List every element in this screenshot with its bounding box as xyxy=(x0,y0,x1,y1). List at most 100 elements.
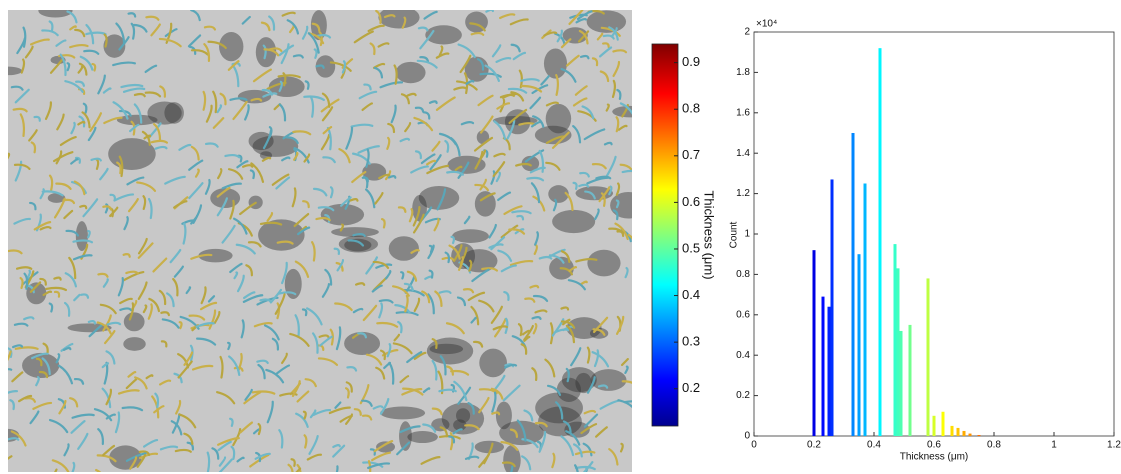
contour xyxy=(510,465,514,472)
dark-region xyxy=(395,61,426,84)
contour xyxy=(266,400,274,424)
contour xyxy=(195,322,215,328)
contour xyxy=(479,192,496,202)
contour xyxy=(229,97,248,101)
x-tick-label: 0.6 xyxy=(927,440,941,451)
contour xyxy=(591,57,599,67)
contour xyxy=(449,432,454,451)
contour xyxy=(534,421,548,428)
contour xyxy=(384,170,392,181)
contour xyxy=(553,328,570,334)
contour xyxy=(603,141,613,146)
contour xyxy=(48,302,54,313)
contour xyxy=(510,91,525,102)
contour xyxy=(433,218,440,232)
contour xyxy=(285,136,299,145)
contour xyxy=(69,43,89,49)
contour xyxy=(228,355,241,376)
contour xyxy=(52,151,74,163)
contour xyxy=(332,444,341,449)
contour xyxy=(349,197,359,202)
contour xyxy=(38,370,49,379)
contour xyxy=(53,290,61,298)
contour xyxy=(296,390,310,403)
contour xyxy=(512,51,527,61)
contour xyxy=(211,447,220,460)
contour xyxy=(261,88,273,96)
contour xyxy=(263,48,280,57)
contour xyxy=(219,92,227,106)
dark-region xyxy=(441,402,485,435)
dark-region xyxy=(147,101,182,125)
contour xyxy=(78,115,86,128)
dark-region xyxy=(587,249,621,277)
contour xyxy=(196,337,217,346)
plot-frame xyxy=(753,31,1115,437)
contour xyxy=(438,132,457,146)
dark-region xyxy=(344,331,381,356)
contour xyxy=(175,399,182,415)
contour xyxy=(565,324,576,344)
contour xyxy=(297,226,311,236)
contour xyxy=(438,290,452,294)
contour xyxy=(509,428,519,438)
contour xyxy=(328,406,351,415)
contour xyxy=(8,350,12,362)
y-tick-label: 2 xyxy=(744,27,750,38)
contour xyxy=(627,233,632,240)
contour xyxy=(377,42,390,48)
contour xyxy=(445,322,465,335)
contour xyxy=(582,461,594,472)
contour xyxy=(39,277,47,286)
contour xyxy=(538,149,545,173)
contour xyxy=(372,405,384,410)
contour xyxy=(468,259,473,272)
contour xyxy=(90,157,102,162)
contour xyxy=(621,103,629,118)
contour xyxy=(77,432,89,450)
contour xyxy=(538,431,547,453)
contour xyxy=(552,198,558,212)
contour xyxy=(227,341,231,351)
x-tick-label: 0.2 xyxy=(807,440,821,451)
contour xyxy=(620,357,629,367)
contour xyxy=(431,140,441,152)
contour xyxy=(13,322,29,327)
contour xyxy=(380,217,386,229)
contour xyxy=(53,197,66,219)
contour xyxy=(11,344,24,349)
contour xyxy=(188,45,197,55)
contour xyxy=(396,441,411,456)
contour xyxy=(372,260,390,269)
contour xyxy=(361,399,373,407)
contour xyxy=(279,392,298,397)
contour xyxy=(102,444,116,457)
contour xyxy=(127,12,137,18)
contour xyxy=(154,392,160,409)
contour xyxy=(123,216,129,231)
contour xyxy=(64,80,84,93)
contour xyxy=(340,196,352,207)
contour xyxy=(74,28,86,38)
bar xyxy=(950,425,954,436)
contour xyxy=(508,108,528,125)
contour xyxy=(503,205,523,216)
contour xyxy=(378,299,394,304)
contour xyxy=(183,351,194,366)
contour xyxy=(63,301,71,317)
x-tick-label: 0 xyxy=(751,440,757,451)
contour xyxy=(502,384,521,402)
contour xyxy=(70,121,76,135)
contour xyxy=(612,209,619,221)
contour xyxy=(137,242,154,259)
contour xyxy=(148,297,161,313)
contour xyxy=(87,126,97,142)
bar xyxy=(830,179,834,436)
contour xyxy=(469,22,486,32)
contour xyxy=(302,200,310,209)
contour xyxy=(136,454,147,468)
contour xyxy=(230,445,236,461)
dark-region xyxy=(310,10,327,41)
contour xyxy=(457,386,472,405)
contour xyxy=(147,197,153,220)
